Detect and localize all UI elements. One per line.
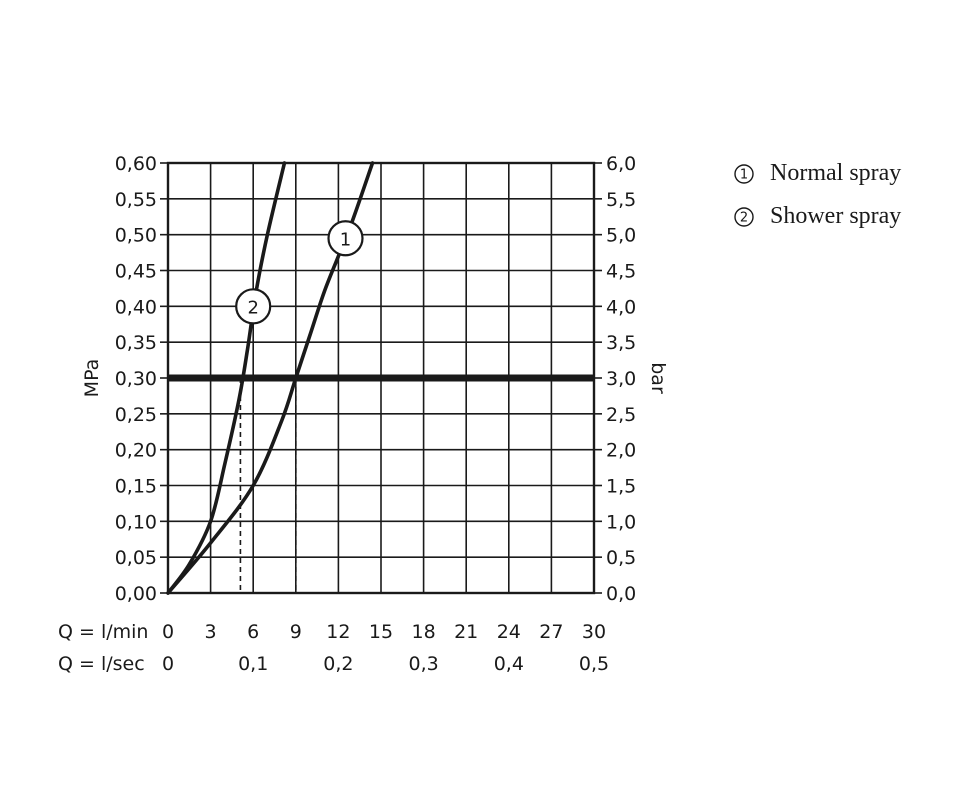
tick-labels: 0,00 0,00,05 0,50,10 1,00,15 1,50,20 2,00,25 2…: [115, 153, 637, 675]
left-tick-label: 0,45: [115, 261, 157, 283]
x-lmin-tick-label: 30: [582, 621, 606, 643]
right-tick-label: 0,5: [606, 547, 636, 569]
left-tick-label: 0,25: [115, 404, 157, 426]
x-lsec-tick-label: 0,4: [494, 653, 524, 675]
right-tick-label: 2,0: [606, 440, 636, 462]
left-tick-label: 0,55: [115, 189, 157, 211]
legend: 1 Normal spray 2 Shower spray: [734, 160, 901, 229]
left-tick-label: 0,00: [115, 583, 157, 605]
x-lmin-tick-label: 27: [539, 621, 563, 643]
x-lsec-tick-label: 0,1: [238, 653, 268, 675]
legend-label-1: Normal spray: [770, 160, 901, 186]
series-marker-label-1: 1: [340, 229, 351, 250]
legend-marker-2: [734, 207, 754, 227]
x-axis-lmin-title: Q = l/min: [58, 621, 148, 643]
legend-item-2: 2 Shower spray: [734, 203, 901, 229]
left-tick-label: 0,40: [115, 296, 157, 318]
x-lmin-tick-label: 24: [497, 621, 521, 643]
right-tick-label: 1,5: [606, 476, 636, 498]
left-tick-label: 0,15: [115, 476, 157, 498]
x-lmin-tick-label: 0: [162, 621, 174, 643]
x-lmin-tick-label: 6: [247, 621, 259, 643]
legend-marker-1: [734, 164, 754, 184]
right-axis-title: bar: [647, 362, 669, 394]
x-lsec-tick-label: 0,5: [579, 653, 609, 675]
x-lmin-tick-label: 21: [454, 621, 478, 643]
x-lmin-tick-label: 9: [290, 621, 302, 643]
right-tick-label: 5,5: [606, 189, 636, 211]
left-tick-label: 0,10: [115, 511, 157, 533]
left-tick-label: 0,35: [115, 332, 157, 354]
x-lsec-tick-label: 0,2: [323, 653, 353, 675]
right-tick-label: 3,5: [606, 332, 636, 354]
left-tick-label: 0,20: [115, 440, 157, 462]
right-tick-label: 2,5: [606, 404, 636, 426]
left-tick-label: 0,05: [115, 547, 157, 569]
series-marker-2: [235, 288, 272, 325]
right-tick-label: 0,0: [606, 583, 636, 605]
grid: [168, 163, 594, 593]
legend-item-1: 1 Normal spray: [734, 160, 901, 186]
right-tick-label: 4,0: [606, 296, 636, 318]
right-tick-label: 4,5: [606, 261, 636, 283]
x-lmin-tick-label: 3: [205, 621, 217, 643]
x-lmin-tick-label: 15: [369, 621, 393, 643]
series-line-2: [166, 161, 287, 595]
right-tick-label: 1,0: [606, 511, 636, 533]
x-axis-lsec-title: Q = l/sec: [58, 653, 145, 675]
legend-marker-2-number: 2: [740, 211, 748, 226]
right-tick-label: 5,0: [606, 225, 636, 247]
right-tick-label: 6,0: [606, 153, 636, 175]
x-lsec-tick-label: 0: [162, 653, 174, 675]
left-tick-label: 0,60: [115, 153, 157, 175]
legend-marker-1-number: 1: [740, 168, 748, 183]
right-tick-label: 3,0: [606, 368, 636, 390]
x-lsec-tick-label: 0,3: [408, 653, 438, 675]
series-layer: 12: [166, 161, 594, 595]
left-tick-label: 0,50: [115, 225, 157, 247]
series-marker-1: [327, 220, 364, 257]
series-marker-label-2: 2: [247, 297, 258, 318]
x-lmin-tick-label: 12: [326, 621, 350, 643]
legend-label-2: Shower spray: [770, 203, 901, 229]
x-lmin-tick-label: 18: [412, 621, 436, 643]
left-axis-title: MPa: [81, 359, 103, 398]
left-tick-label: 0,30: [115, 368, 157, 390]
